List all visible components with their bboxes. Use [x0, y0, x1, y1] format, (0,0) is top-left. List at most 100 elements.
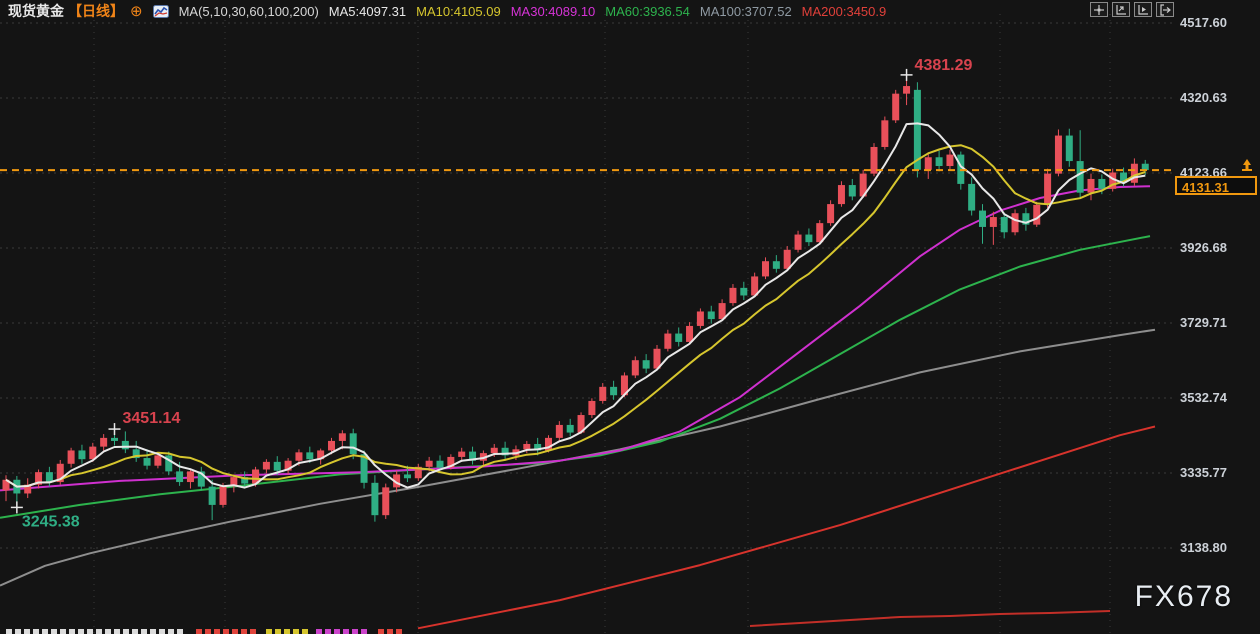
chart-toolbar: [1090, 2, 1174, 17]
candle-body: [653, 348, 661, 369]
candle-body: [56, 463, 64, 483]
clipped-legend-fragment: [114, 629, 120, 634]
candle-body: [805, 234, 813, 243]
ma5-line: [5, 122, 1146, 489]
clipped-legend-fragment: [325, 629, 331, 634]
clipped-legend-fragment: [60, 629, 66, 634]
last-price-tag: 4131.31: [1175, 176, 1257, 195]
clipped-legend-fragment: [78, 629, 84, 634]
candle-body: [436, 460, 444, 468]
candle-body: [577, 415, 585, 433]
clipped-legend-fragment: [24, 629, 30, 634]
candle-body: [946, 154, 954, 167]
candle-body: [686, 325, 694, 342]
clipped-legend-fragment: [250, 629, 256, 634]
candle-body: [848, 185, 856, 197]
ma100-value: MA100:3707.52: [699, 3, 792, 19]
clipped-legend-fragment: [205, 629, 211, 634]
candle-body: [501, 447, 509, 456]
candle-body: [230, 477, 238, 486]
kline-logo-icon: [152, 4, 169, 18]
clipped-legend-fragment: [334, 629, 340, 634]
ma-settings-label: MA(5,10,30,60,100,200): [178, 3, 319, 19]
candle-body: [197, 471, 205, 487]
candle-body: [555, 424, 563, 438]
candle-body: [1011, 213, 1019, 233]
candle-body: [479, 453, 487, 461]
crosshair-move-icon[interactable]: [1090, 2, 1108, 17]
candle-body: [360, 454, 368, 483]
add-indicator-button[interactable]: ⊕: [130, 2, 143, 20]
candle-body: [1065, 135, 1073, 162]
candle-body: [317, 450, 325, 460]
axis-scale-icon[interactable]: [1112, 2, 1130, 17]
clipped-legend-fragment: [141, 629, 147, 634]
instrument-title: 现货黄金: [8, 3, 64, 19]
candle-body: [859, 173, 867, 197]
candle-body: [913, 89, 921, 170]
candle-body: [1000, 217, 1008, 233]
candle-body: [24, 484, 32, 494]
candle-body: [1120, 172, 1128, 183]
period-selector[interactable]: 【日线】: [68, 3, 124, 19]
price-alert-icon[interactable]: [1240, 158, 1254, 177]
clipped-legend-fragment: [223, 629, 229, 634]
candle-body: [382, 487, 390, 516]
clipped-legend-fragment: [284, 629, 290, 634]
clipped-legend-fragment: [177, 629, 183, 634]
clipped-legend-fragment: [42, 629, 48, 634]
axis-label: 3926.68: [1180, 240, 1227, 255]
candle-body: [772, 261, 780, 269]
candle-body: [458, 451, 466, 457]
clipped-legend-fragment: [51, 629, 57, 634]
candle-body: [870, 146, 878, 174]
candle-body: [534, 443, 542, 451]
secondary-panel-line: [749, 610, 1111, 627]
candle-body: [241, 477, 249, 484]
clipped-legend-fragment: [302, 629, 308, 634]
ma30-line: [0, 185, 1151, 492]
clipped-legend-fragment: [6, 629, 12, 634]
clipped-legend-fragment: [293, 629, 299, 634]
axis-label: 3729.71: [1180, 315, 1227, 330]
clipped-legend-fragment: [96, 629, 102, 634]
candle-body: [35, 472, 43, 485]
ma60-value: MA60:3936.54: [605, 3, 690, 19]
candle-body: [219, 485, 227, 505]
candle-body: [252, 469, 260, 484]
clipped-legend-fragment: [214, 629, 220, 634]
candle-body: [707, 311, 715, 320]
candle-body: [447, 456, 455, 468]
candle-body: [979, 210, 986, 227]
candle-body: [284, 460, 292, 471]
candle-body: [783, 249, 791, 269]
candle-body: [566, 424, 574, 433]
watermark: FX678: [1134, 580, 1233, 613]
axis-play-icon[interactable]: [1134, 2, 1152, 17]
candle-body: [794, 234, 802, 250]
candle-body: [1054, 135, 1062, 174]
clipped-legend-fragment: [33, 629, 39, 634]
ma10-value: MA10:4105.09: [416, 3, 501, 19]
candle-body: [403, 474, 411, 479]
candle-body: [295, 452, 303, 461]
candle-body: [132, 449, 140, 459]
price-annotation: 3245.38: [22, 513, 80, 530]
candle-body: [620, 375, 628, 396]
candle-body: [675, 333, 683, 342]
clipped-legend-fragment: [87, 629, 93, 634]
clipped-legend-fragment: [343, 629, 349, 634]
exit-fullscreen-icon[interactable]: [1156, 2, 1174, 17]
candle-body: [1033, 204, 1041, 225]
ma100-line: [0, 328, 1156, 587]
candle-body: [349, 433, 357, 455]
candle-body: [642, 360, 650, 369]
candle-body: [523, 443, 531, 450]
clipped-legend-fragment: [132, 629, 138, 634]
candle-body: [1076, 161, 1084, 193]
candle-body: [176, 471, 184, 483]
clipped-legend-fragment: [159, 629, 165, 634]
candle-body: [154, 455, 162, 466]
